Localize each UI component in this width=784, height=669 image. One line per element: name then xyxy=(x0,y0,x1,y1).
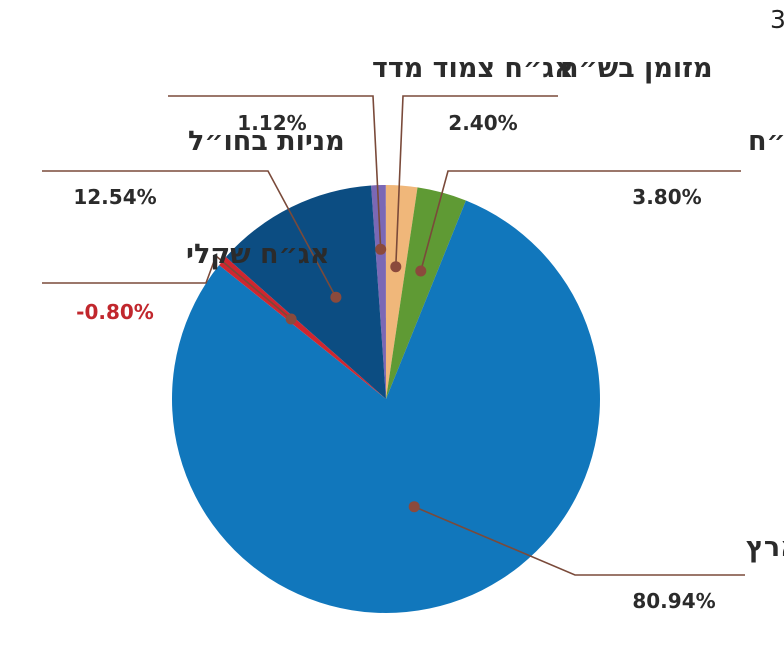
slice-value-2: 3.80% xyxy=(632,185,701,209)
chart-title: נכון לתאריך 31.08.2025 xyxy=(770,5,784,34)
pie-slices xyxy=(171,184,600,613)
leader-line-3 xyxy=(413,505,745,576)
leader-dot-3 xyxy=(408,501,420,513)
slice-label-4: אג״ח שקלי xyxy=(186,239,329,270)
slice-label-5: מניות בחו״ל xyxy=(188,126,345,157)
pie-slice-4 xyxy=(219,257,386,399)
leader-line-2 xyxy=(420,170,741,272)
leader-dot-1 xyxy=(390,261,402,273)
pie-slice-5 xyxy=(225,185,386,399)
slice-value-4: -0.80% xyxy=(76,300,154,324)
leader-line-5 xyxy=(42,170,337,298)
leader-line-4 xyxy=(42,254,292,320)
slice-value-3: 80.94% xyxy=(632,589,715,613)
leader-dot-0 xyxy=(375,243,387,255)
slice-value-1: 2.40% xyxy=(448,111,517,135)
leader-line-1 xyxy=(395,95,558,267)
leader-lines xyxy=(42,95,745,576)
slice-value-0: 1.12% xyxy=(237,111,306,135)
pie-slice-2 xyxy=(386,187,466,399)
slice-label-1: מזומן בש״ח xyxy=(560,53,712,84)
leader-dot-4 xyxy=(285,313,297,325)
slice-value-5: 12.54% xyxy=(73,185,156,209)
pie-slice-1 xyxy=(385,184,418,399)
slice-label-0: אג״ח צמוד מדד xyxy=(372,53,574,84)
pie-slice-0 xyxy=(371,185,386,399)
leader-dot-5 xyxy=(330,291,342,303)
leader-dot-2 xyxy=(415,265,427,277)
leader-line-0 xyxy=(168,95,382,250)
slice-labels: אג״ח צמוד מדד 1.12% מזומן בש״ח 2.40% מזומן ב… xyxy=(73,53,784,613)
slice-label-3: מניות בארץ xyxy=(746,532,784,563)
pie-slice-3 xyxy=(171,200,600,613)
slice-label-2: מזומן במט״ח xyxy=(748,126,784,157)
